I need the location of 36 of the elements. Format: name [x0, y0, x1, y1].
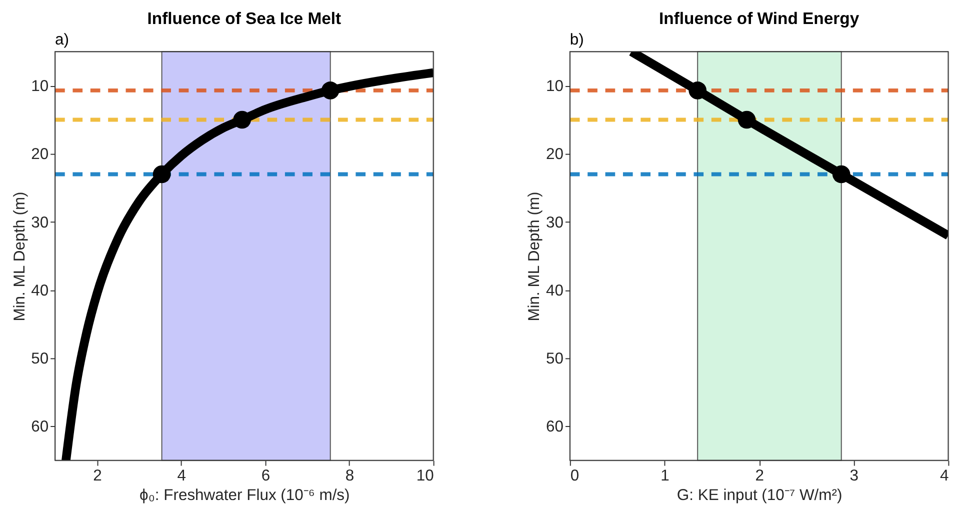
chart-title: Influence of Wind Energy — [659, 9, 860, 28]
x-tick-label: 2 — [755, 468, 764, 485]
y-axis-title: Min. ML Depth (m) — [11, 192, 28, 322]
point — [832, 165, 850, 184]
x-tick-label: 3 — [850, 468, 859, 485]
y-tick-label: 30 — [31, 214, 49, 232]
x-tick-label: 1 — [660, 468, 670, 485]
x-tick-label: 10 — [416, 468, 434, 485]
y-axis-title: Min. ML Depth (m) — [526, 192, 544, 322]
y-tick-label: 40 — [31, 282, 49, 300]
y-tick-label: 30 — [546, 214, 564, 232]
x-axis-title: G: KE input (10⁻⁷ W/m²) — [676, 487, 842, 504]
y-tick-label: 60 — [546, 418, 564, 436]
x-tick-label: 4 — [940, 468, 949, 485]
x-tick-label: 8 — [345, 468, 354, 485]
y-tick-label: 20 — [31, 146, 49, 164]
x-tick-label: 4 — [177, 468, 186, 485]
x-axis-title: ϕ₀: Freshwater Flux (10⁻⁶ m/s) — [140, 487, 350, 504]
point — [688, 82, 707, 100]
y-tick-label: 50 — [546, 350, 564, 368]
point — [152, 165, 171, 184]
x-tick-label: 2 — [93, 468, 102, 485]
text: a) — [55, 32, 70, 49]
y-tick-label: 20 — [546, 146, 564, 164]
text: b) — [570, 32, 584, 49]
x-tick-label: 0 — [570, 468, 580, 485]
y-tick-label: 40 — [546, 282, 564, 300]
y-tick-label: 50 — [31, 350, 49, 368]
x-tick-label: 6 — [261, 468, 270, 485]
y-tick-label: 10 — [546, 78, 564, 96]
point — [233, 110, 252, 129]
y-tick-label: 10 — [31, 78, 49, 96]
y-tick-label: 60 — [31, 418, 49, 436]
chart-title: Influence of Sea Ice Melt — [147, 9, 342, 28]
point — [321, 82, 340, 100]
point — [738, 110, 756, 129]
